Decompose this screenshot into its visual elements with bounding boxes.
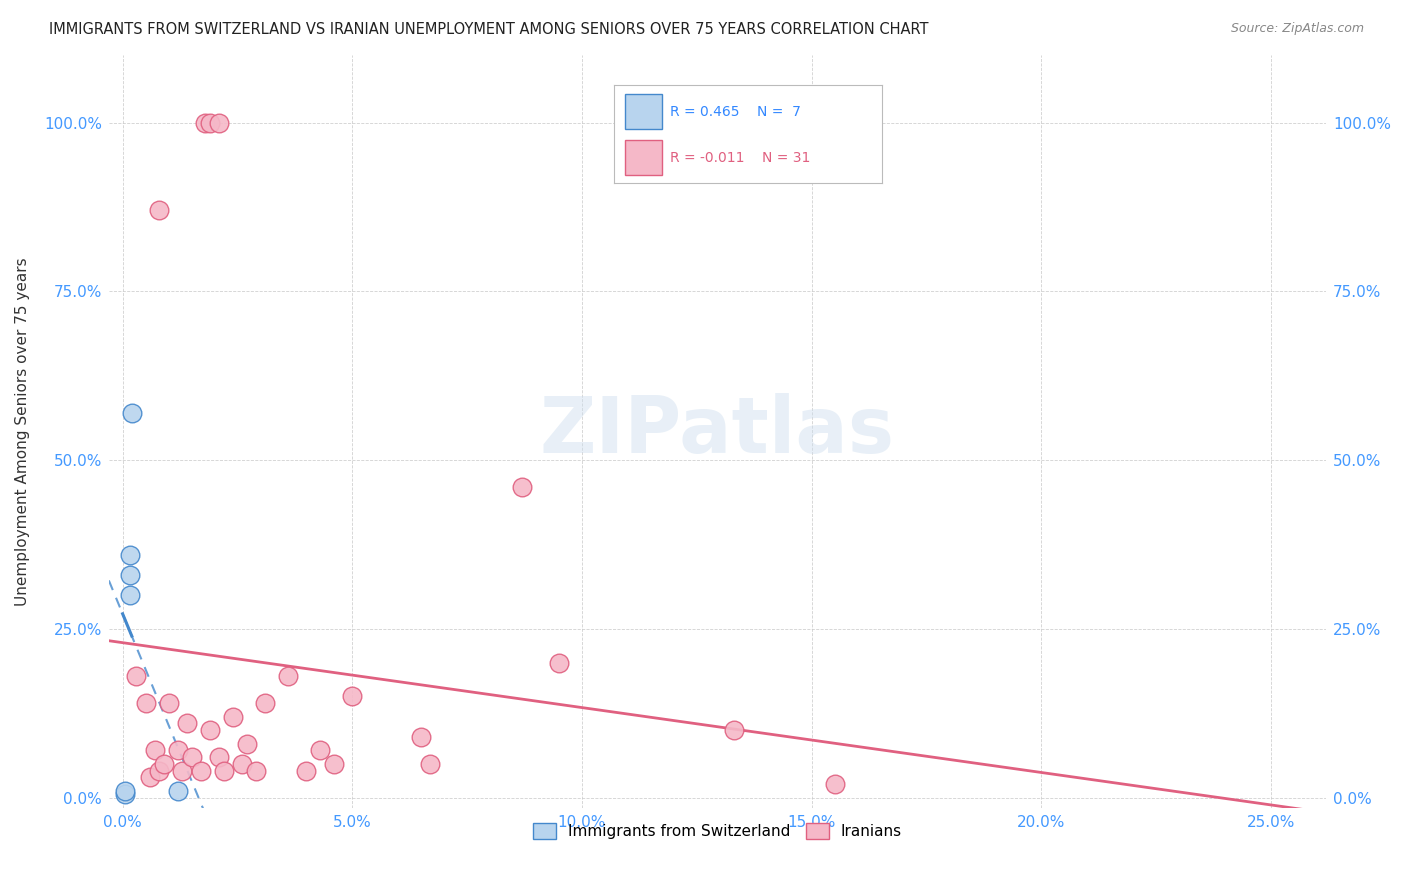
Point — [153, 756, 176, 771]
Point — [166, 743, 188, 757]
Point — [118, 588, 141, 602]
Point — [121, 406, 143, 420]
Text: ZIPatlas: ZIPatlas — [540, 393, 896, 469]
Point — [295, 764, 318, 778]
Point — [118, 567, 141, 582]
Point — [419, 756, 441, 771]
Point — [157, 696, 180, 710]
Point — [245, 764, 267, 778]
Point — [253, 696, 276, 710]
Point — [114, 787, 136, 801]
Point — [309, 743, 332, 757]
Point — [143, 743, 166, 757]
Y-axis label: Unemployment Among Seniors over 75 years: Unemployment Among Seniors over 75 years — [15, 257, 30, 606]
Point — [208, 115, 231, 129]
Point — [198, 115, 221, 129]
Point — [277, 669, 299, 683]
Point — [135, 696, 157, 710]
Point — [322, 756, 344, 771]
Point — [510, 480, 533, 494]
Point — [176, 716, 198, 731]
Point — [231, 756, 253, 771]
Point — [194, 115, 217, 129]
Point — [235, 737, 257, 751]
Point — [172, 764, 194, 778]
Text: IMMIGRANTS FROM SWITZERLAND VS IRANIAN UNEMPLOYMENT AMONG SENIORS OVER 75 YEARS : IMMIGRANTS FROM SWITZERLAND VS IRANIAN U… — [49, 22, 929, 37]
Point — [180, 750, 202, 764]
Point — [411, 730, 433, 744]
Point — [212, 764, 235, 778]
Point — [208, 750, 231, 764]
Point — [139, 770, 162, 784]
Legend: Immigrants from Switzerland, Iranians: Immigrants from Switzerland, Iranians — [527, 817, 908, 846]
Point — [548, 656, 571, 670]
Point — [190, 764, 212, 778]
Point — [342, 690, 364, 704]
Point — [824, 777, 846, 791]
Point — [148, 764, 170, 778]
Point — [198, 723, 221, 738]
Point — [125, 669, 148, 683]
Point — [114, 784, 136, 798]
Text: Source: ZipAtlas.com: Source: ZipAtlas.com — [1230, 22, 1364, 36]
Point — [148, 203, 170, 218]
Point — [118, 548, 141, 562]
Point — [723, 723, 745, 738]
Point — [222, 709, 245, 723]
Point — [166, 784, 188, 798]
